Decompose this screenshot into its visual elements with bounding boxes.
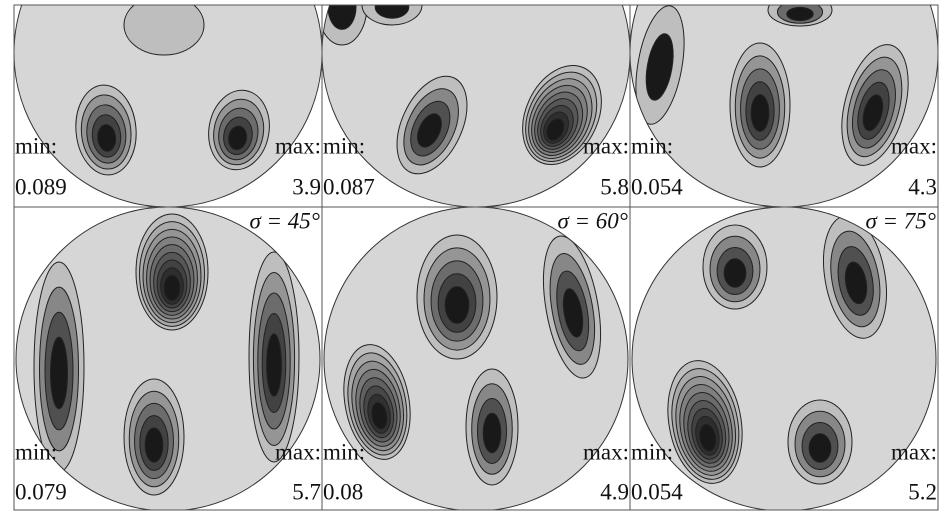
contour <box>144 427 164 463</box>
min-value: 0.08 <box>323 479 363 504</box>
panel <box>631 207 937 510</box>
contour <box>163 274 181 302</box>
contour <box>723 258 747 288</box>
contour <box>371 402 388 430</box>
max-label: max: <box>275 439 321 464</box>
max-label: max: <box>891 133 937 158</box>
contour <box>322 5 368 46</box>
contour <box>266 333 282 397</box>
max-value: 4.9 <box>600 479 629 504</box>
sigma-label: σ = 75° <box>865 208 936 233</box>
contour <box>361 5 423 26</box>
contours <box>343 234 601 486</box>
max-label: max: <box>275 133 321 158</box>
max-value: 5.2 <box>908 479 937 504</box>
max-label: max: <box>583 439 629 464</box>
min-label: min: <box>323 439 365 464</box>
max-label: max: <box>583 133 629 158</box>
contour <box>699 423 717 452</box>
contours <box>33 213 300 496</box>
sigma-label: σ = 60° <box>557 208 628 233</box>
contour <box>562 288 584 338</box>
min-value: 0.054 <box>631 479 683 504</box>
panel <box>14 5 322 207</box>
contour <box>482 412 502 454</box>
contour <box>786 6 814 22</box>
contour <box>374 5 410 19</box>
panel <box>630 5 938 207</box>
pole-disk <box>16 207 320 510</box>
contour <box>123 5 205 56</box>
panel-frame <box>629 206 939 511</box>
contours <box>75 5 270 176</box>
contour <box>444 286 470 324</box>
min-label: min: <box>15 439 57 464</box>
max-value: 5.8 <box>600 174 629 199</box>
max-value: 5.7 <box>292 479 321 504</box>
contours <box>322 5 602 175</box>
panel <box>322 5 630 207</box>
min-value: 0.054 <box>631 174 683 199</box>
min-label: min: <box>631 133 673 158</box>
contour <box>417 113 442 148</box>
min-value: 0.079 <box>15 479 67 504</box>
contour <box>844 261 868 305</box>
sigma-label: σ = 45° <box>249 208 320 233</box>
contour <box>228 125 248 151</box>
contour <box>808 433 832 463</box>
panel <box>323 207 629 510</box>
pole-outline <box>323 207 629 510</box>
pole-outline <box>631 207 937 510</box>
panel <box>15 207 321 510</box>
pole-outline <box>15 207 321 510</box>
contours <box>635 5 909 168</box>
max-label: max: <box>891 439 937 464</box>
min-label: min: <box>631 439 673 464</box>
contour <box>750 94 770 132</box>
contour <box>862 94 884 132</box>
contour <box>97 124 117 152</box>
pole-disk <box>632 207 936 510</box>
min-label: min: <box>15 133 57 158</box>
max-value: 3.9 <box>292 174 321 199</box>
contour <box>645 33 674 101</box>
contours <box>667 215 887 485</box>
min-value: 0.089 <box>15 174 67 199</box>
contour <box>546 118 565 141</box>
min-label: min: <box>323 133 365 158</box>
contour <box>50 336 68 410</box>
min-value: 0.087 <box>323 174 375 199</box>
max-value: 4.3 <box>908 174 937 199</box>
